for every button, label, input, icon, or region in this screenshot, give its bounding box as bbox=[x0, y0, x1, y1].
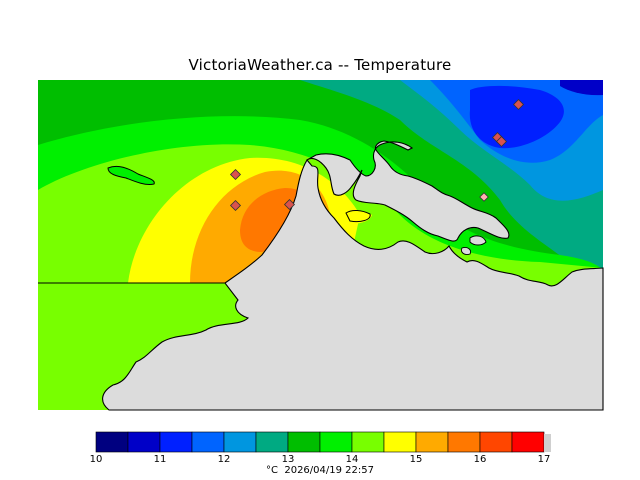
color-scale-swatch bbox=[191, 431, 225, 453]
unit-label: °C bbox=[266, 465, 278, 476]
legend-caption: °C 2026/04/19 22:57 bbox=[0, 465, 640, 476]
map-title: VictoriaWeather.ca -- Temperature bbox=[188, 56, 452, 74]
southern-land bbox=[38, 159, 604, 411]
station-marker bbox=[512, 98, 525, 111]
station-marker bbox=[229, 199, 242, 212]
station-marker bbox=[229, 168, 242, 181]
color-scale-tick-label: 17 bbox=[537, 454, 551, 465]
color-scale-swatch bbox=[351, 431, 385, 453]
color-scale-swatch bbox=[255, 431, 289, 453]
color-scale-bar bbox=[95, 431, 551, 453]
band-11-11-5 bbox=[469, 85, 564, 149]
color-scale-swatch bbox=[415, 431, 449, 453]
station-marker bbox=[479, 192, 489, 202]
color-scale-tick-label: 12 bbox=[217, 454, 231, 465]
timestamp: 2026/04/19 22:57 bbox=[284, 465, 374, 476]
color-scale-swatch bbox=[127, 431, 161, 453]
color-scale-swatch bbox=[383, 431, 417, 453]
color-scale-tick-label: 11 bbox=[153, 454, 167, 465]
island-east-1 bbox=[469, 235, 487, 246]
island-east-2 bbox=[461, 247, 471, 255]
island-centre bbox=[345, 210, 371, 223]
band-10-5-11 bbox=[560, 80, 603, 96]
central-land bbox=[306, 140, 510, 242]
color-scale-tick-label: 13 bbox=[281, 454, 295, 465]
color-scale-swatch bbox=[95, 431, 129, 453]
station-marker bbox=[495, 135, 508, 148]
color-scale-swatch bbox=[479, 431, 513, 453]
color-scale-swatch bbox=[319, 431, 353, 453]
land-mask bbox=[38, 140, 604, 411]
color-scale-swatch bbox=[287, 431, 321, 453]
color-scale-swatch bbox=[511, 431, 545, 453]
color-scale-tick-label: 15 bbox=[409, 454, 423, 465]
station-marker bbox=[283, 198, 296, 211]
color-scale-tick-label: 16 bbox=[473, 454, 487, 465]
color-scale-swatch bbox=[223, 431, 257, 453]
color-scale-swatch bbox=[447, 431, 481, 453]
color-scale-tick-label: 14 bbox=[345, 454, 359, 465]
color-scale-tick-label: 10 bbox=[89, 454, 103, 465]
color-scale-swatch bbox=[159, 431, 193, 453]
weather-stations bbox=[229, 98, 525, 212]
color-scale-shadow bbox=[544, 434, 551, 452]
island-left bbox=[107, 165, 155, 185]
